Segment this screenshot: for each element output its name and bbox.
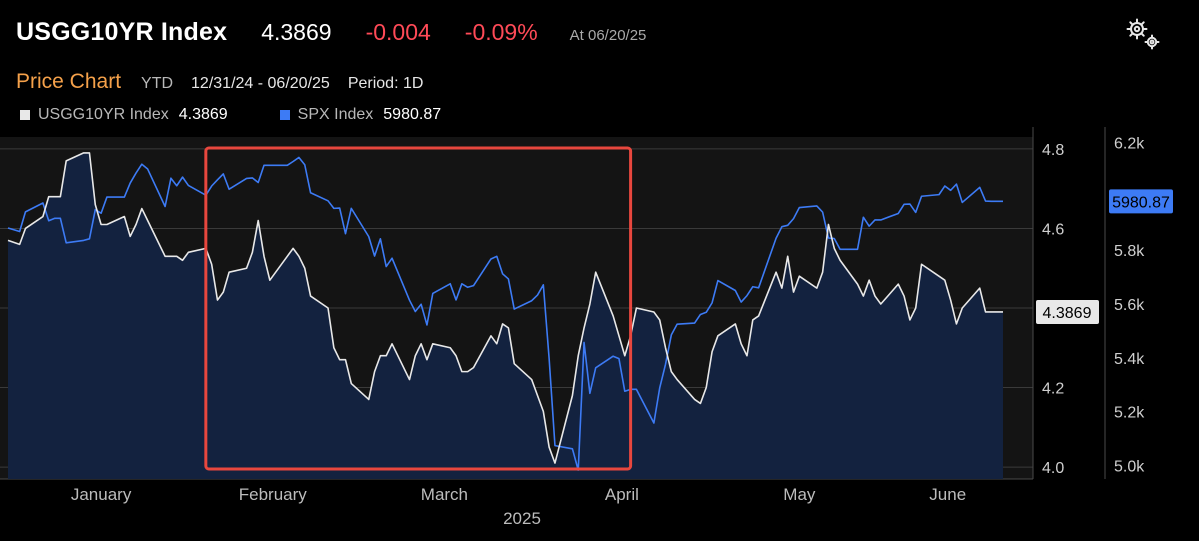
y-right-tick-label: 5.4k [1114,351,1145,368]
y-left-tick-label: 4.2 [1042,381,1064,398]
x-tick-label: April [605,485,639,504]
last-value-badge-spx [1109,189,1173,214]
y-right-tick-label: 5.6k [1114,297,1145,314]
legend-swatch-usgg10yr [20,110,30,120]
legend-item-usgg10yr[interactable]: USGG10YR Index 4.3869 [20,106,228,124]
last-price: 4.3869 [261,19,332,45]
legend-value: 4.3869 [178,106,228,123]
x-tick-label: January [71,485,132,504]
y-left-tick-label: 4.8 [1042,142,1064,159]
quote-header: USGG10YR Index 4.3869 -0.004 -0.09% At 0… [16,18,646,54]
y-left-tick-label: 4.6 [1042,221,1064,238]
last-value-badge-usgg10yr [1036,299,1099,324]
x-tick-label: June [929,485,966,504]
highlight-box [204,146,633,471]
x-tick-label: May [783,485,816,504]
x-tick-label: March [421,485,468,504]
legend-label: SPX Index [297,106,374,123]
y-right-tick-label: 6.2k [1114,135,1145,152]
chart-subheader: Price Chart YTD 12/31/24 - 06/20/25 Peri… [16,70,423,94]
series-line-usgg10yr [7,152,1003,464]
percent-change: -0.09% [464,19,538,45]
legend-label: USGG10YR Index [38,106,169,123]
as-of-date: At 06/20/25 [569,27,647,44]
series-line-spx [7,156,1003,471]
x-axis-label: 2025 [503,509,541,528]
legend-item-spx[interactable]: SPX Index 5980.87 [279,106,442,124]
last-value-label-usgg10yr: 4.3869 [1043,305,1092,322]
legend-value: 5980.87 [383,106,442,123]
y-left-tick-label: 4.0 [1042,460,1064,477]
yield-area-fill [8,152,1003,479]
legend-swatch-spx [279,110,290,120]
range-selector[interactable]: YTD [141,75,174,92]
chart-legend: USGG10YR Index 4.3869 SPX Index 5980.87 [20,106,493,124]
y-right-tick-label: 5.0k [1114,459,1145,476]
y-right-tick-label: 5.2k [1114,405,1145,422]
last-value-label-spx: 5980.87 [1112,194,1170,211]
date-range: 12/31/24 - 06/20/25 [191,75,330,92]
y-right-tick-label: 5.8k [1114,243,1145,260]
gear-icon[interactable] [1124,16,1164,52]
net-change: -0.004 [365,19,431,45]
price-chart-title: Price Chart [16,70,122,93]
ticker-title: USGG10YR Index [16,18,228,46]
x-tick-label: February [239,485,308,504]
period-selector[interactable]: Period: 1D [347,75,424,92]
